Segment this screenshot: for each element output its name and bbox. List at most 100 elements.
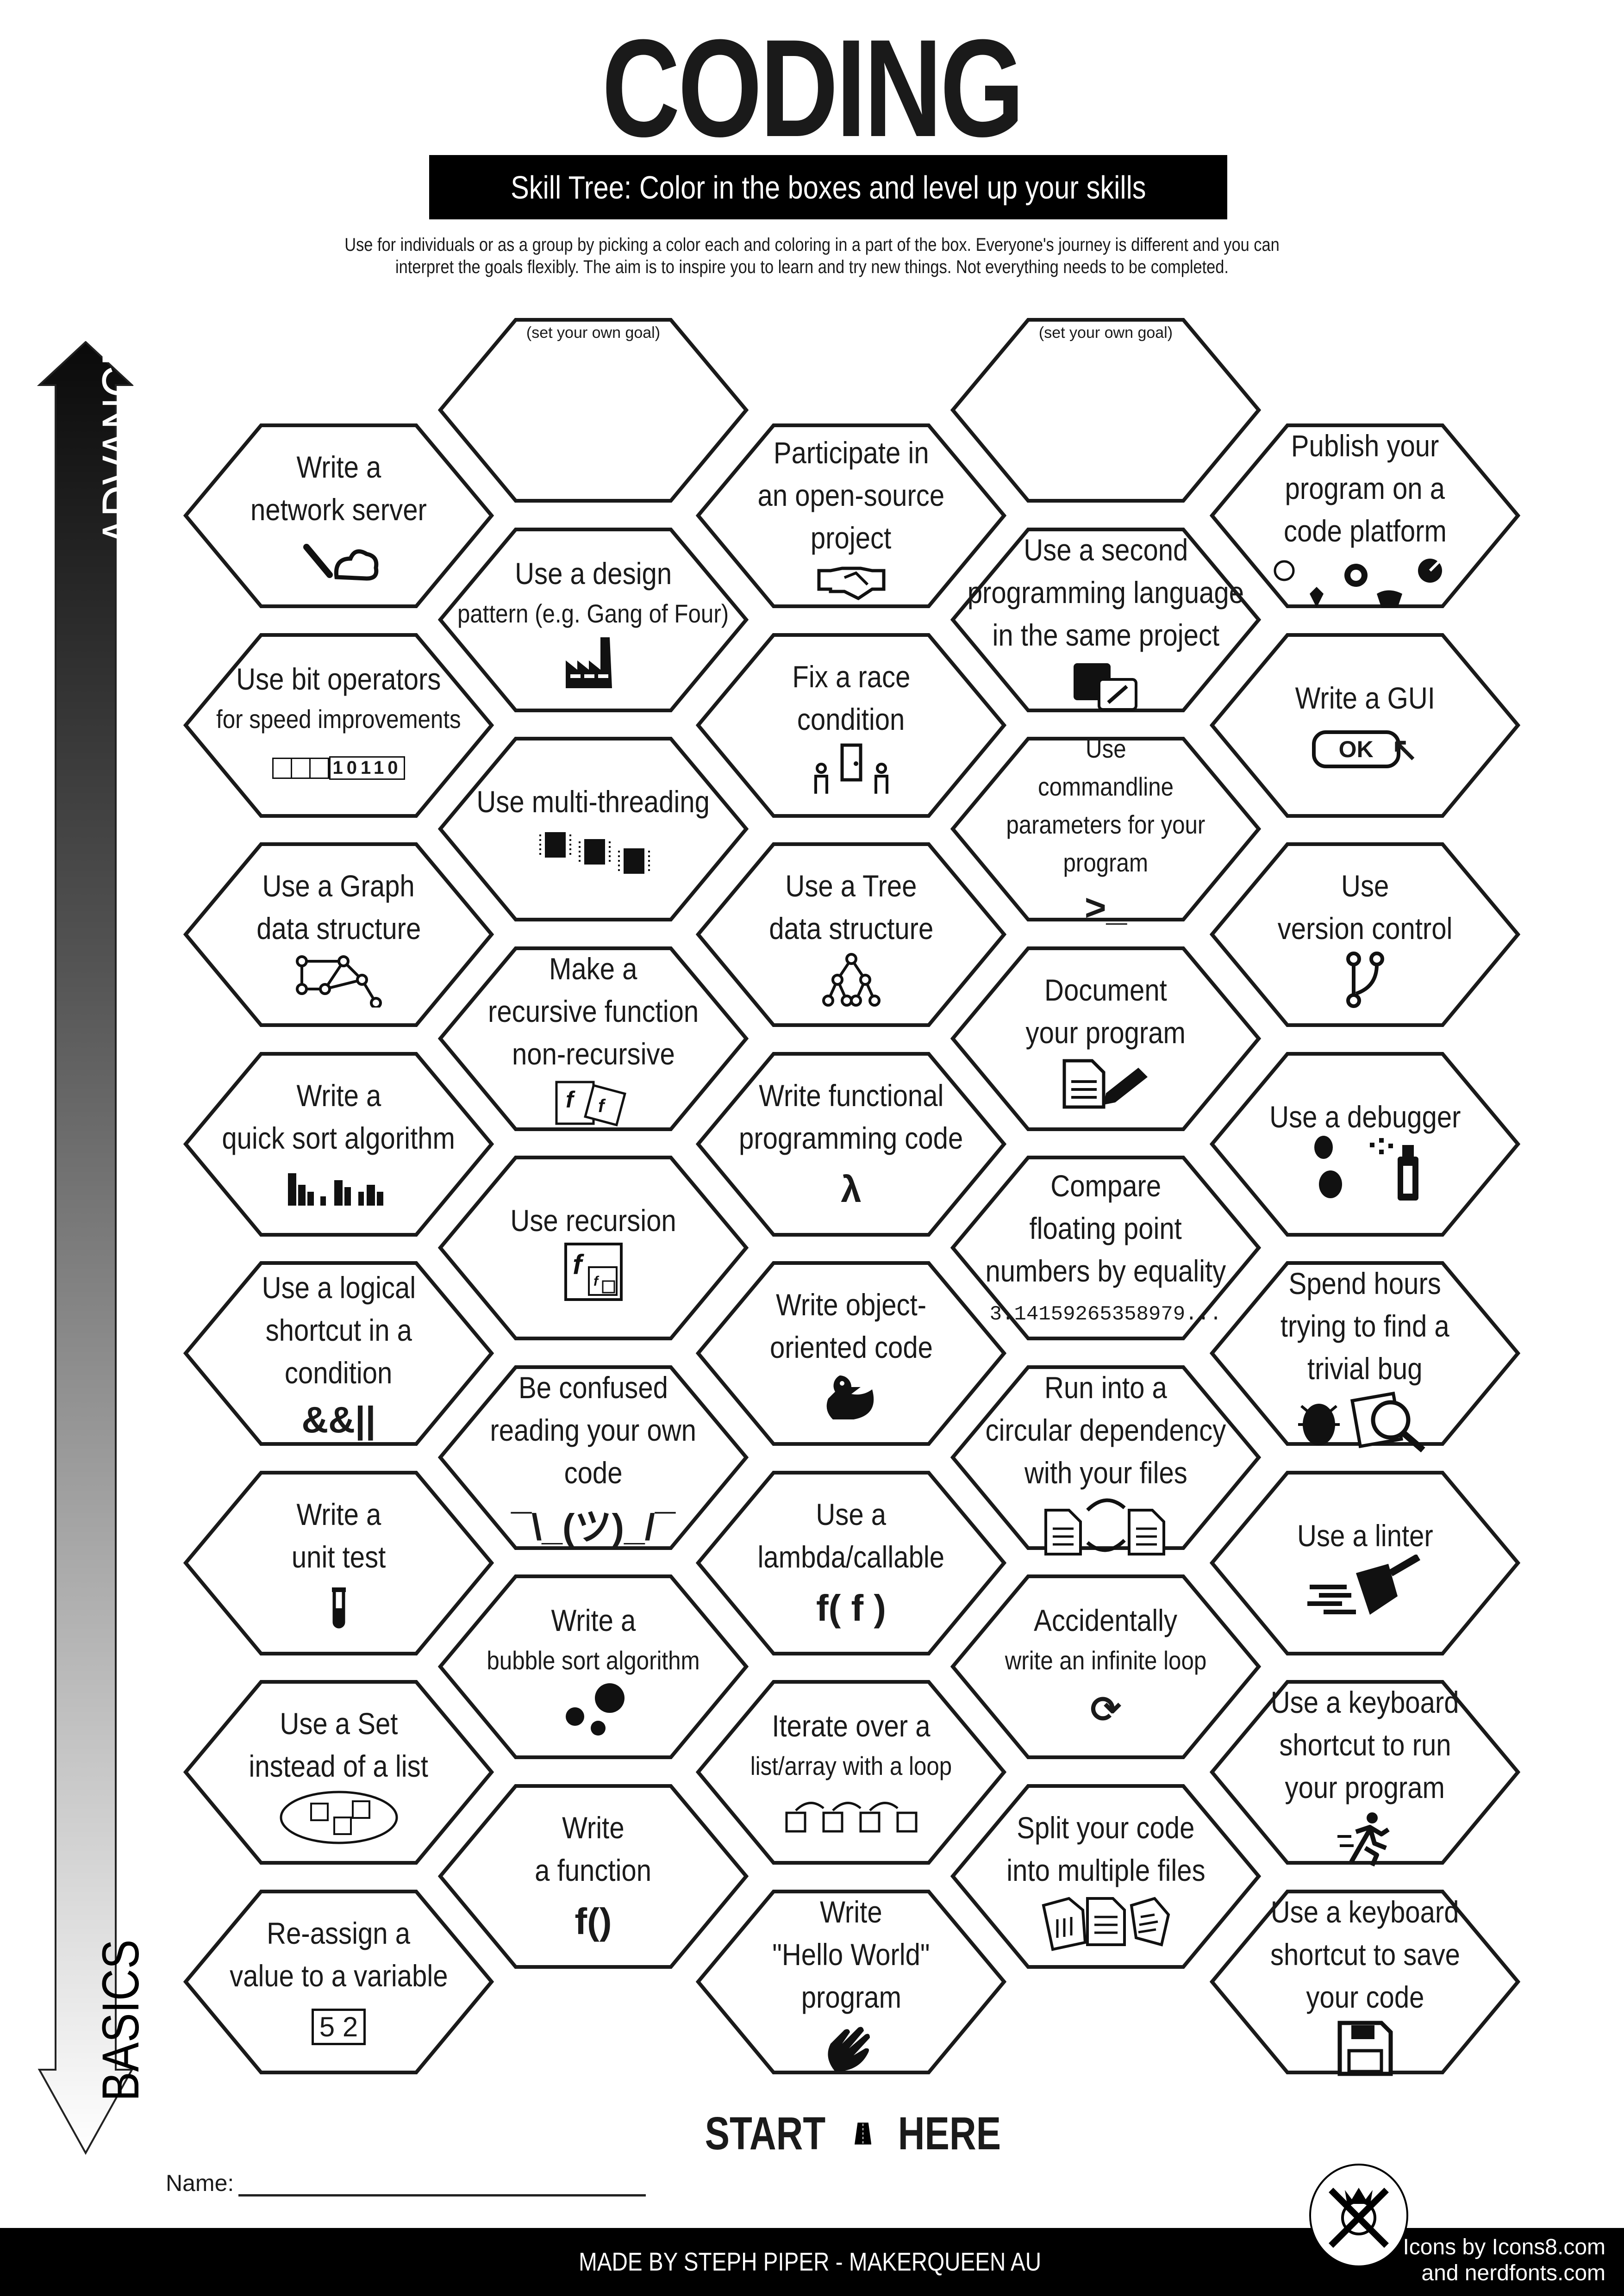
skill-label: in the same project xyxy=(992,617,1219,652)
skill-label: Accidentally xyxy=(1034,1603,1178,1637)
tree-icon xyxy=(821,952,881,1007)
start-here: START HERE xyxy=(690,2101,1014,2166)
skill-hex[interactable]: Make a recursive function non-recursive f f xyxy=(438,946,749,1132)
description-line: interpret the goals flexibly. The aim is… xyxy=(395,257,1229,277)
skill-label: Use a Tree xyxy=(785,868,917,903)
credit-line: Icons by Icons8.com xyxy=(1403,2235,1605,2259)
skill-label: bubble sort algorithm xyxy=(487,1645,700,1675)
hex-outline xyxy=(696,1471,1006,1655)
icon-text: f() xyxy=(575,1900,612,1942)
ok-label: OK xyxy=(1312,730,1400,768)
skill-hex[interactable]: Use a design pattern (e.g. Gang of Four) xyxy=(438,527,749,713)
skill-hex[interactable]: Use multi-threading xyxy=(438,736,749,922)
skill-hex[interactable]: Write "Hello World" program xyxy=(696,1889,1006,2075)
skill-label: list/array with a loop xyxy=(750,1751,952,1780)
skill-hex[interactable]: Use a second programming language in the s… xyxy=(950,527,1261,713)
linter-icon xyxy=(1305,1554,1425,1615)
skill-hex[interactable]: Write a quick sort algorithm xyxy=(183,1052,494,1237)
hex-outline xyxy=(438,737,749,921)
skill-hex[interactable]: Use a logical shortcut in a condition &&|| xyxy=(183,1261,494,1446)
skill-hex[interactable]: Use a Tree data structure xyxy=(696,842,1006,1027)
skill-hex[interactable]: Write a bubble sort algorithm xyxy=(438,1574,749,1760)
plug-cloud-icon xyxy=(297,535,381,586)
skill-hex[interactable]: Be confused reading your own code ¯\_(ツ)_/¯ xyxy=(438,1365,749,1550)
skill-hex[interactable]: Use a keyboard shortcut to save your code xyxy=(1210,1889,1520,2076)
skill-label: programming language xyxy=(967,575,1244,610)
skill-hex[interactable]: Document your program xyxy=(950,946,1261,1132)
skill-hex[interactable]: Use version control xyxy=(1210,842,1520,1027)
skill-hex[interactable]: Write a network server xyxy=(183,423,494,609)
skill-hex[interactable]: Fix a race condition xyxy=(696,633,1006,818)
run-icon xyxy=(1337,1812,1393,1867)
skill-label: Write a xyxy=(296,1497,381,1531)
hex-outline xyxy=(438,1574,749,1759)
skill-label: Use a second xyxy=(1023,532,1188,567)
debugger-icon xyxy=(1305,1135,1425,1201)
skill-hex[interactable]: Spend hours trying to find a trivial bug xyxy=(1210,1261,1520,1452)
hex-outline xyxy=(696,1052,1006,1237)
skill-label: Use recursion xyxy=(510,1203,676,1238)
skill-label: Use a keyboard xyxy=(1271,1685,1459,1719)
skill-hex[interactable]: Write a function f() xyxy=(438,1784,749,1969)
hex-outline xyxy=(950,1784,1261,1969)
skill-label: circular dependency xyxy=(985,1412,1226,1447)
hex-outline xyxy=(696,1890,1006,2074)
skill-hex[interactable]: Write functional programming code λ xyxy=(696,1052,1006,1237)
description-line: Use for individuals or as a group by pic… xyxy=(344,235,1280,255)
skill-hex[interactable]: Participate in an open-source project xyxy=(696,423,1006,609)
skill-hex[interactable]: Use a lambda/callable f( f ) xyxy=(696,1470,1006,1656)
floppy-icon xyxy=(1337,2021,1393,2076)
hex-outline xyxy=(1210,1680,1520,1865)
skill-label: recursive function xyxy=(487,994,699,1028)
skill-label: your program xyxy=(1025,1015,1186,1050)
set-icon xyxy=(279,1791,399,1844)
skill-hex[interactable]: Use a Graph data structure xyxy=(183,842,494,1027)
name-field[interactable]: Name: xyxy=(166,2170,646,2196)
skill-hex[interactable]: Use a debugger xyxy=(1210,1052,1520,1237)
hex-outline xyxy=(950,318,1261,503)
skill-hex[interactable]: Accidentally write an infinite loop ⟳ xyxy=(950,1574,1261,1760)
skill-label: Be confused xyxy=(518,1370,668,1405)
custom-goal-hex[interactable]: (set your own goal) xyxy=(438,317,749,503)
skill-hex[interactable]: Re-assign a value to a variable 5 2 xyxy=(183,1889,494,2075)
skill-hex[interactable]: Publish your program on a code platform xyxy=(1210,423,1520,609)
skill-hex[interactable]: Use a linter xyxy=(1210,1470,1520,1656)
icon-text: λ xyxy=(841,1168,862,1210)
skill-hex[interactable]: Use bit operators for speed improvements 1… xyxy=(183,633,494,818)
skill-hex[interactable]: Compare floating point numbers by equality… xyxy=(950,1155,1261,1341)
icon-text: ⟳ xyxy=(1090,1689,1122,1730)
skill-label: shortcut to run xyxy=(1279,1727,1451,1762)
graph-icon xyxy=(293,954,385,1008)
skill-hex[interactable]: Split your code into multiple files xyxy=(950,1784,1261,1969)
skill-hex[interactable]: Use a Set instead of a list xyxy=(183,1680,494,1865)
files-icon xyxy=(1037,1896,1175,1951)
skill-hex[interactable]: Use commandline parameters for your program… xyxy=(950,734,1261,928)
skill-hex[interactable]: Iterate over a list/array with a loop xyxy=(696,1680,1006,1865)
skill-hex[interactable]: Run into a circular dependency with your f… xyxy=(950,1365,1261,1556)
skill-hex[interactable]: Write object-oriented code xyxy=(696,1261,1006,1446)
skill-label: condition xyxy=(285,1355,393,1390)
name-underline[interactable] xyxy=(238,2171,646,2196)
hex-outline xyxy=(950,1365,1261,1550)
skill-label: Use a Set xyxy=(279,1706,398,1741)
handshake-icon xyxy=(817,564,886,601)
text-icon: f() xyxy=(575,1896,612,1947)
skill-label: program xyxy=(801,1979,901,2014)
skill-hex[interactable]: Use a keyboard shortcut to run your progra… xyxy=(1210,1680,1520,1867)
basics-label: BASICS xyxy=(92,1939,150,2101)
hex-outline xyxy=(183,423,494,608)
text-icon: f( f ) xyxy=(816,1583,886,1634)
skill-hex[interactable]: Write a unit test xyxy=(183,1470,494,1656)
skill-label: Use a design xyxy=(514,556,672,591)
goal-hint: (set your own goal) xyxy=(1038,324,1173,342)
skill-label: Write xyxy=(562,1810,625,1845)
lambda-icon: λ xyxy=(841,1164,862,1215)
skill-hex[interactable]: Use recursion f f xyxy=(438,1155,749,1341)
custom-goal-hex[interactable]: (set your own goal) xyxy=(950,317,1261,503)
skill-label: with your files xyxy=(1024,1455,1187,1490)
skill-label: code xyxy=(564,1455,623,1490)
skill-label: numbers by equality xyxy=(985,1254,1226,1288)
skill-label: Use a linter xyxy=(1297,1518,1433,1553)
skill-hex[interactable]: Write a GUI OK ↖ xyxy=(1210,633,1520,818)
bits-text: 10110 xyxy=(329,756,405,780)
